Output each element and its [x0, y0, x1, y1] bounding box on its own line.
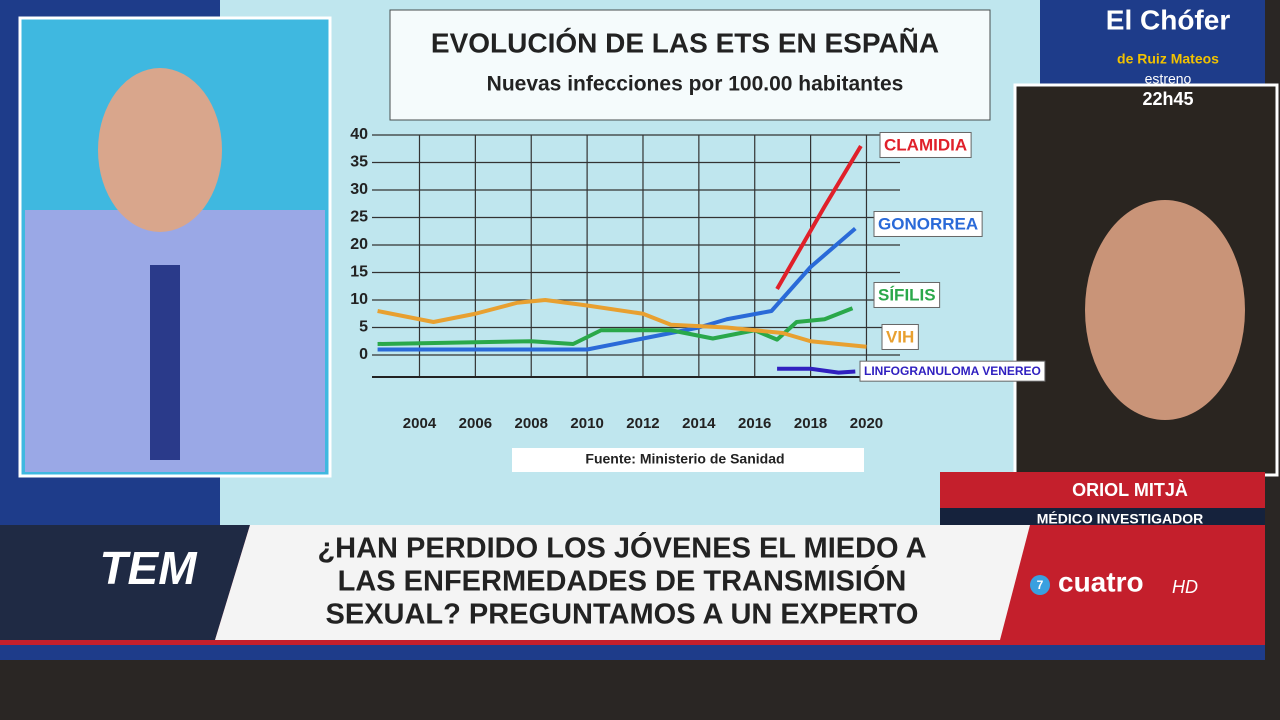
- channel-dot: [1030, 575, 1050, 595]
- channel-hd: HD: [1172, 577, 1198, 597]
- guest-name: ORIOL MITJÀ: [1072, 479, 1188, 500]
- y-tick-label: 25: [350, 209, 368, 226]
- y-tick-label: 5: [359, 319, 368, 336]
- legend-label: CLAMIDIA: [884, 135, 967, 154]
- show-badge: [0, 525, 250, 640]
- guest-role: MÉDICO INVESTIGADOR: [1037, 511, 1203, 527]
- legend-box: [881, 323, 919, 350]
- channel-number: 7: [1037, 578, 1044, 592]
- legend-box: [859, 360, 1046, 382]
- x-tick-label: 2010: [570, 415, 603, 432]
- promo-title: El Chófer: [1106, 4, 1231, 35]
- headline-box: [215, 525, 1030, 640]
- legend-label: VIH: [886, 327, 914, 346]
- headline: SEXUAL? PREGUNTAMOS A UN EXPERTO: [326, 599, 919, 631]
- title-box: [389, 9, 991, 121]
- y-tick-label: 40: [350, 126, 368, 143]
- series-line: [377, 306, 854, 346]
- promo-sub: de Ruiz Mateos: [1117, 51, 1219, 67]
- headline: ¿HAN PERDIDO LOS JÓVENES EL MIEDO A: [317, 531, 926, 565]
- legend-box: [873, 210, 983, 237]
- series-line: [377, 298, 867, 349]
- series-line: [377, 226, 857, 352]
- y-tick-label: 20: [350, 236, 368, 253]
- x-tick-label: 2018: [794, 415, 827, 432]
- x-tick-label: 2004: [403, 415, 437, 432]
- headline: LAS ENFERMEDADES DE TRANSMISIÓN: [338, 564, 907, 598]
- legend-label: GONORREA: [878, 214, 978, 233]
- x-tick-label: 2020: [850, 415, 883, 432]
- legend-box: [879, 131, 972, 158]
- legend-label: LINFOGRANULOMA VENEREO: [864, 364, 1041, 378]
- channel-name: cuatro: [1058, 566, 1144, 597]
- x-tick-label: 2014: [682, 415, 716, 432]
- legend-box: [873, 281, 941, 308]
- show-name: TEM: [99, 542, 198, 594]
- plot: 0 5 10 15 20 25 30 35 40 2004 2006 2008 2010 2012 2014…: [350, 126, 1046, 432]
- presenter-head: [98, 68, 222, 232]
- x-tick-label: 2006: [459, 415, 492, 432]
- chart-title: EVOLUCIÓN DE LAS ETS EN ESPAÑA: [431, 27, 939, 58]
- promo-time: 22h45: [1142, 89, 1193, 109]
- presenter-tie: [150, 265, 180, 460]
- y-tick-label: 0: [359, 346, 368, 363]
- y-tick-label: 15: [350, 264, 368, 281]
- series-line: [775, 144, 863, 290]
- x-tick-label: 2008: [515, 415, 548, 432]
- y-tick-label: 30: [350, 181, 368, 198]
- source: Fuente: Ministerio de Sanidad: [585, 451, 784, 467]
- promo-when: estreno: [1145, 71, 1192, 87]
- x-tick-label: 2016: [738, 415, 771, 432]
- y-tick-label: 35: [350, 154, 368, 171]
- guest-name-bar: [940, 472, 1265, 508]
- guest-head: [1085, 200, 1245, 420]
- source-box: [512, 448, 864, 472]
- y-tick-label: 10: [350, 291, 368, 308]
- legend-label: SÍFILIS: [878, 285, 936, 304]
- x-tick-label: 2012: [626, 415, 659, 432]
- series-line: [777, 366, 856, 375]
- chart-subtitle: Nuevas infecciones por 100.00 habitantes: [487, 73, 904, 96]
